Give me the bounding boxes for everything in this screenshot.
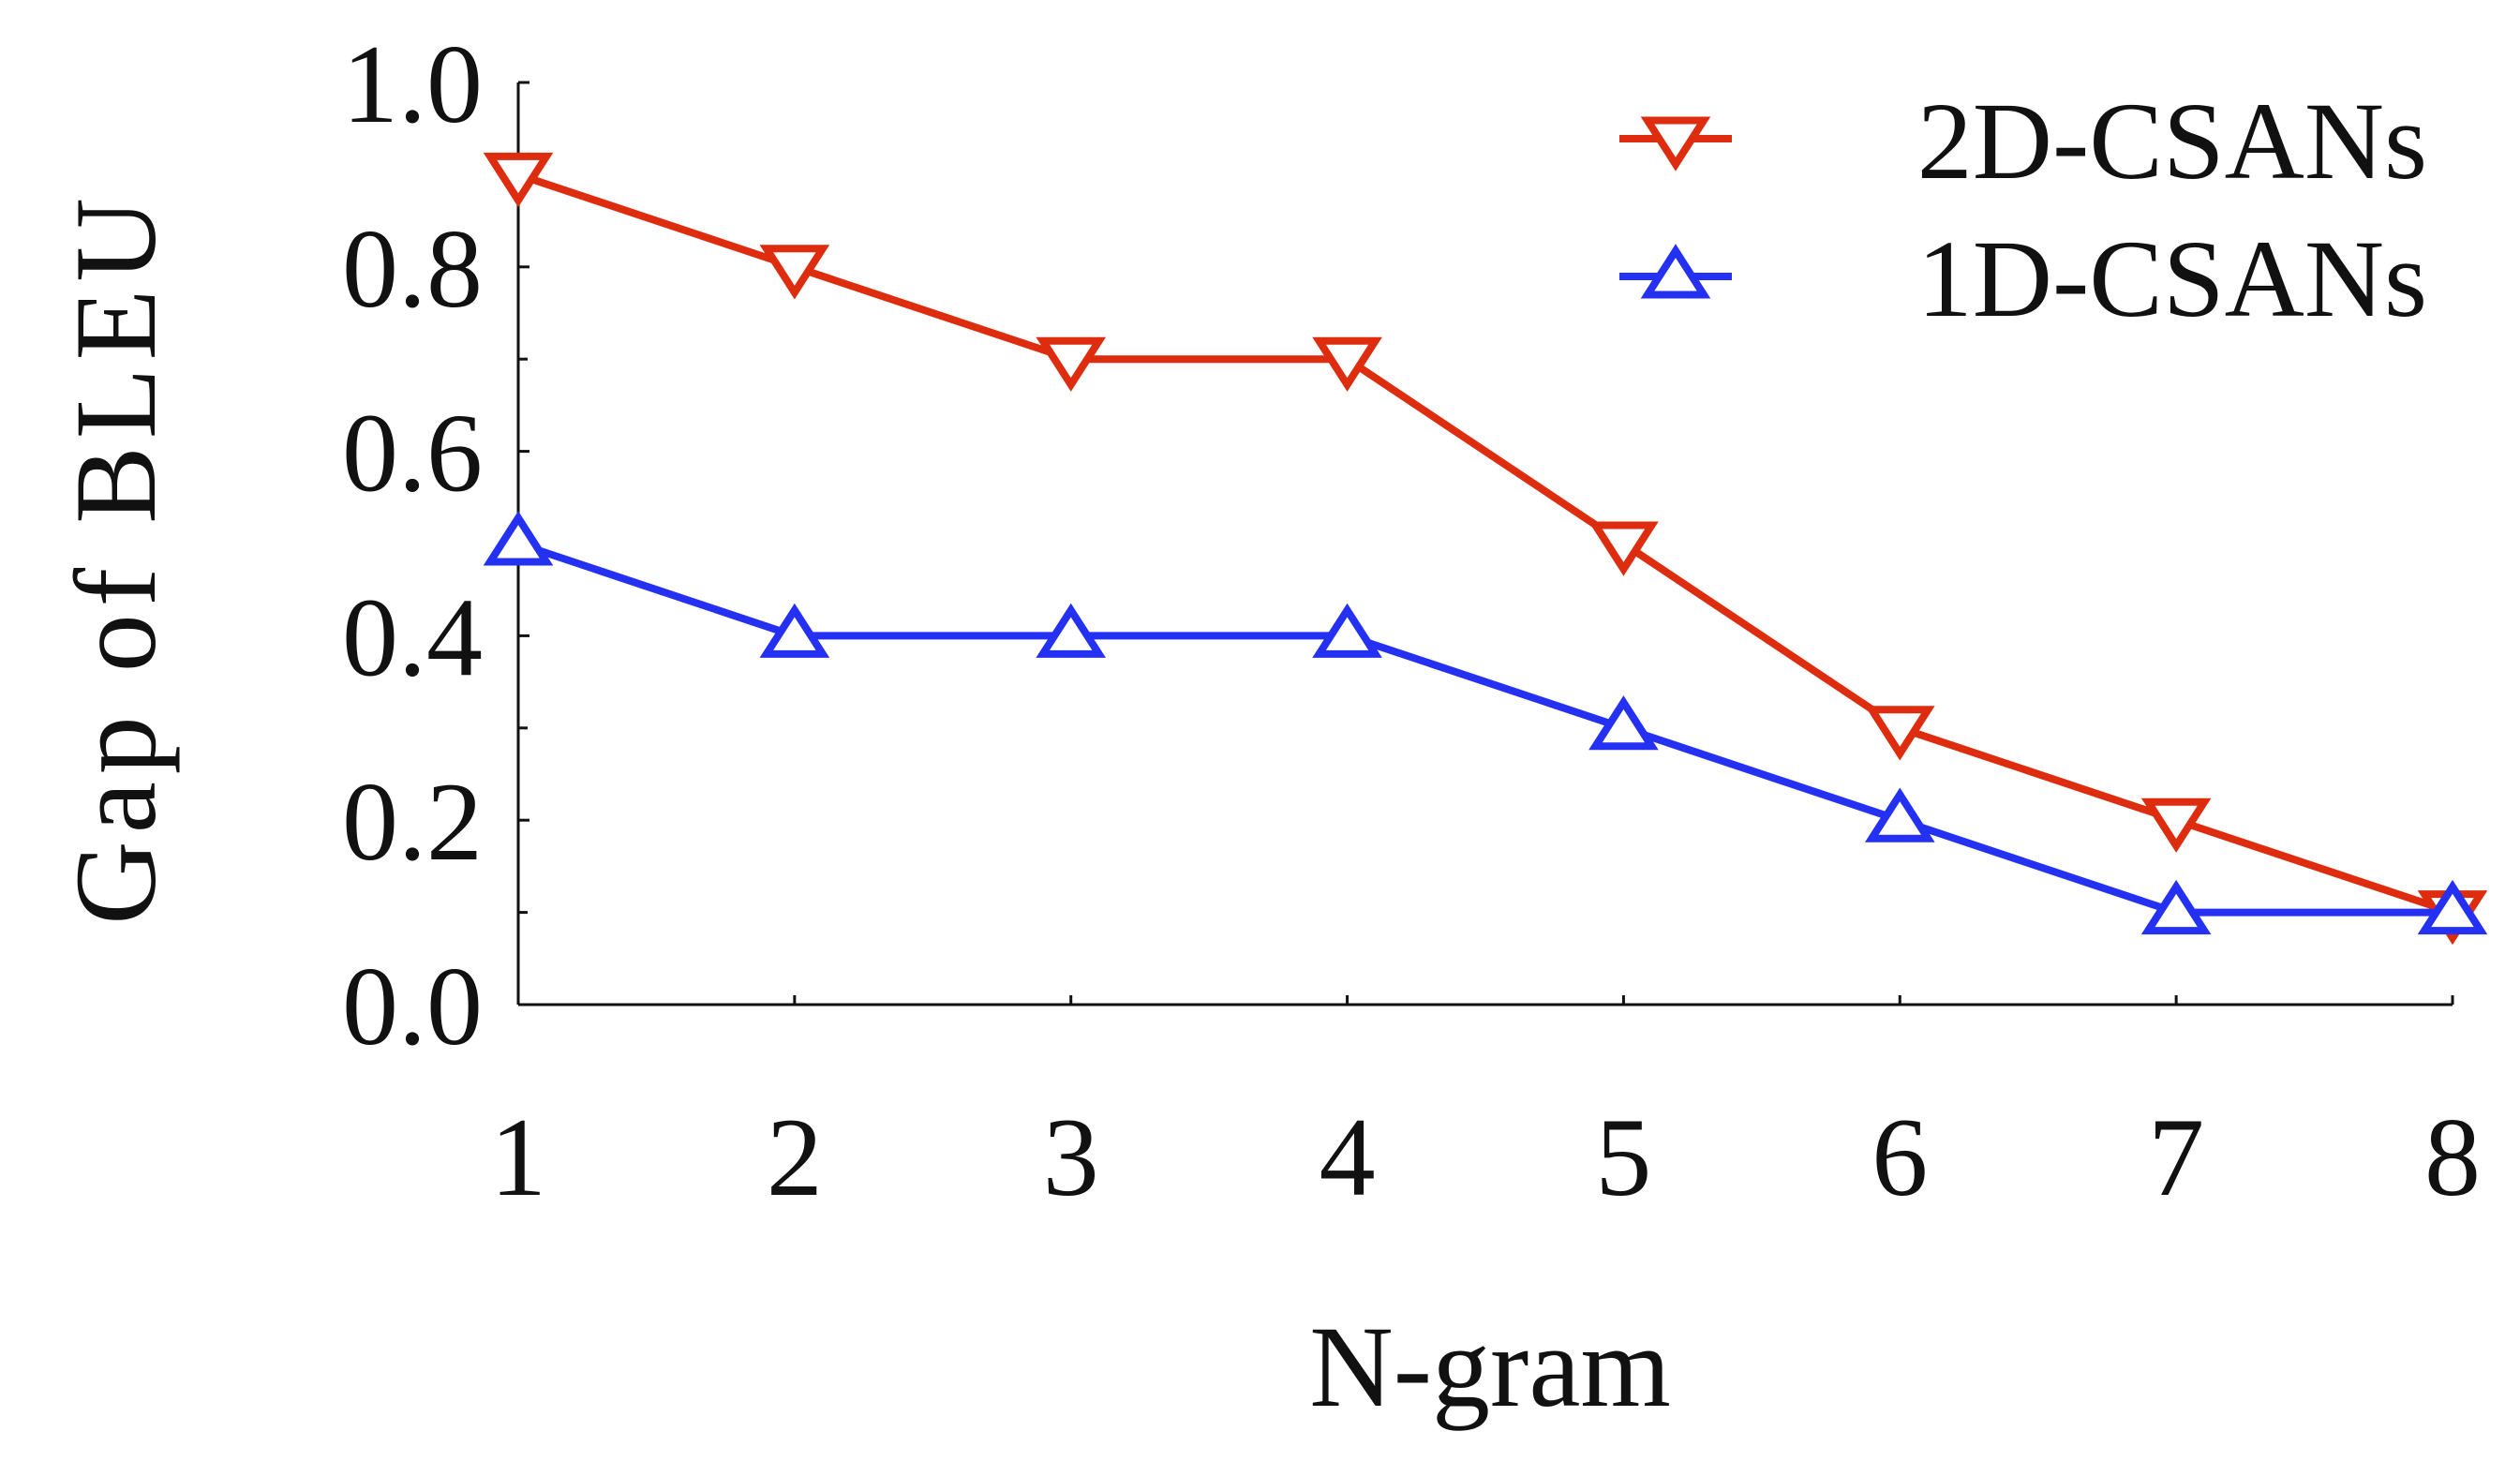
y-tick-label: 0.8 bbox=[342, 206, 483, 331]
data-point bbox=[1588, 695, 1659, 751]
series-0 bbox=[483, 152, 2488, 946]
y-tick-label: 0.4 bbox=[342, 574, 483, 699]
x-tick-label: 2 bbox=[767, 1095, 823, 1219]
data-point bbox=[1864, 706, 1935, 761]
data-point bbox=[1036, 336, 1107, 392]
legend-marker bbox=[1640, 116, 1711, 171]
x-tick-label: 5 bbox=[1595, 1095, 1651, 1219]
x-tick-label: 8 bbox=[2424, 1095, 2481, 1219]
y-tick-label: 0.6 bbox=[342, 391, 483, 515]
data-point bbox=[759, 603, 830, 658]
x-tick-label: 7 bbox=[2148, 1095, 2204, 1219]
x-tick-label: 6 bbox=[1871, 1095, 1928, 1219]
x-tick-label: 4 bbox=[1320, 1095, 1376, 1219]
data-point bbox=[1312, 603, 1382, 658]
series-line bbox=[516, 540, 2453, 917]
axes: 0.0 0.2 0.4 0.6 0.8 1.0 1 2 3 4 5 6 7 8 bbox=[342, 22, 2481, 1219]
x-axis-label: N-gram bbox=[1309, 1303, 1671, 1431]
data-point bbox=[2417, 879, 2488, 935]
y-tick-label: 1.0 bbox=[342, 22, 483, 146]
data-point bbox=[1588, 521, 1659, 576]
series-layer bbox=[483, 152, 2488, 946]
data-point bbox=[483, 511, 554, 566]
data-point bbox=[1312, 336, 1382, 392]
data-point bbox=[483, 152, 554, 208]
data-point bbox=[759, 245, 830, 300]
legend-label: 1D-CSANs bbox=[1917, 217, 2427, 340]
data-point bbox=[2140, 879, 2212, 935]
y-tick-label: 0.0 bbox=[342, 944, 483, 1068]
x-tick-label: 3 bbox=[1043, 1095, 1099, 1219]
series-1 bbox=[483, 511, 2488, 935]
series-line bbox=[516, 171, 2454, 917]
data-point bbox=[2140, 798, 2212, 853]
legend-marker bbox=[1640, 244, 1711, 299]
data-point bbox=[1864, 787, 1935, 842]
data-point bbox=[1036, 603, 1107, 658]
legend: 2D-CSANs 1D-CSANs bbox=[1619, 80, 2427, 340]
x-tick-label: 1 bbox=[490, 1095, 546, 1219]
legend-label: 2D-CSANs bbox=[1917, 80, 2427, 202]
y-axis-label: Gap of BLEU bbox=[52, 190, 180, 925]
y-tick-label: 0.2 bbox=[342, 759, 483, 884]
